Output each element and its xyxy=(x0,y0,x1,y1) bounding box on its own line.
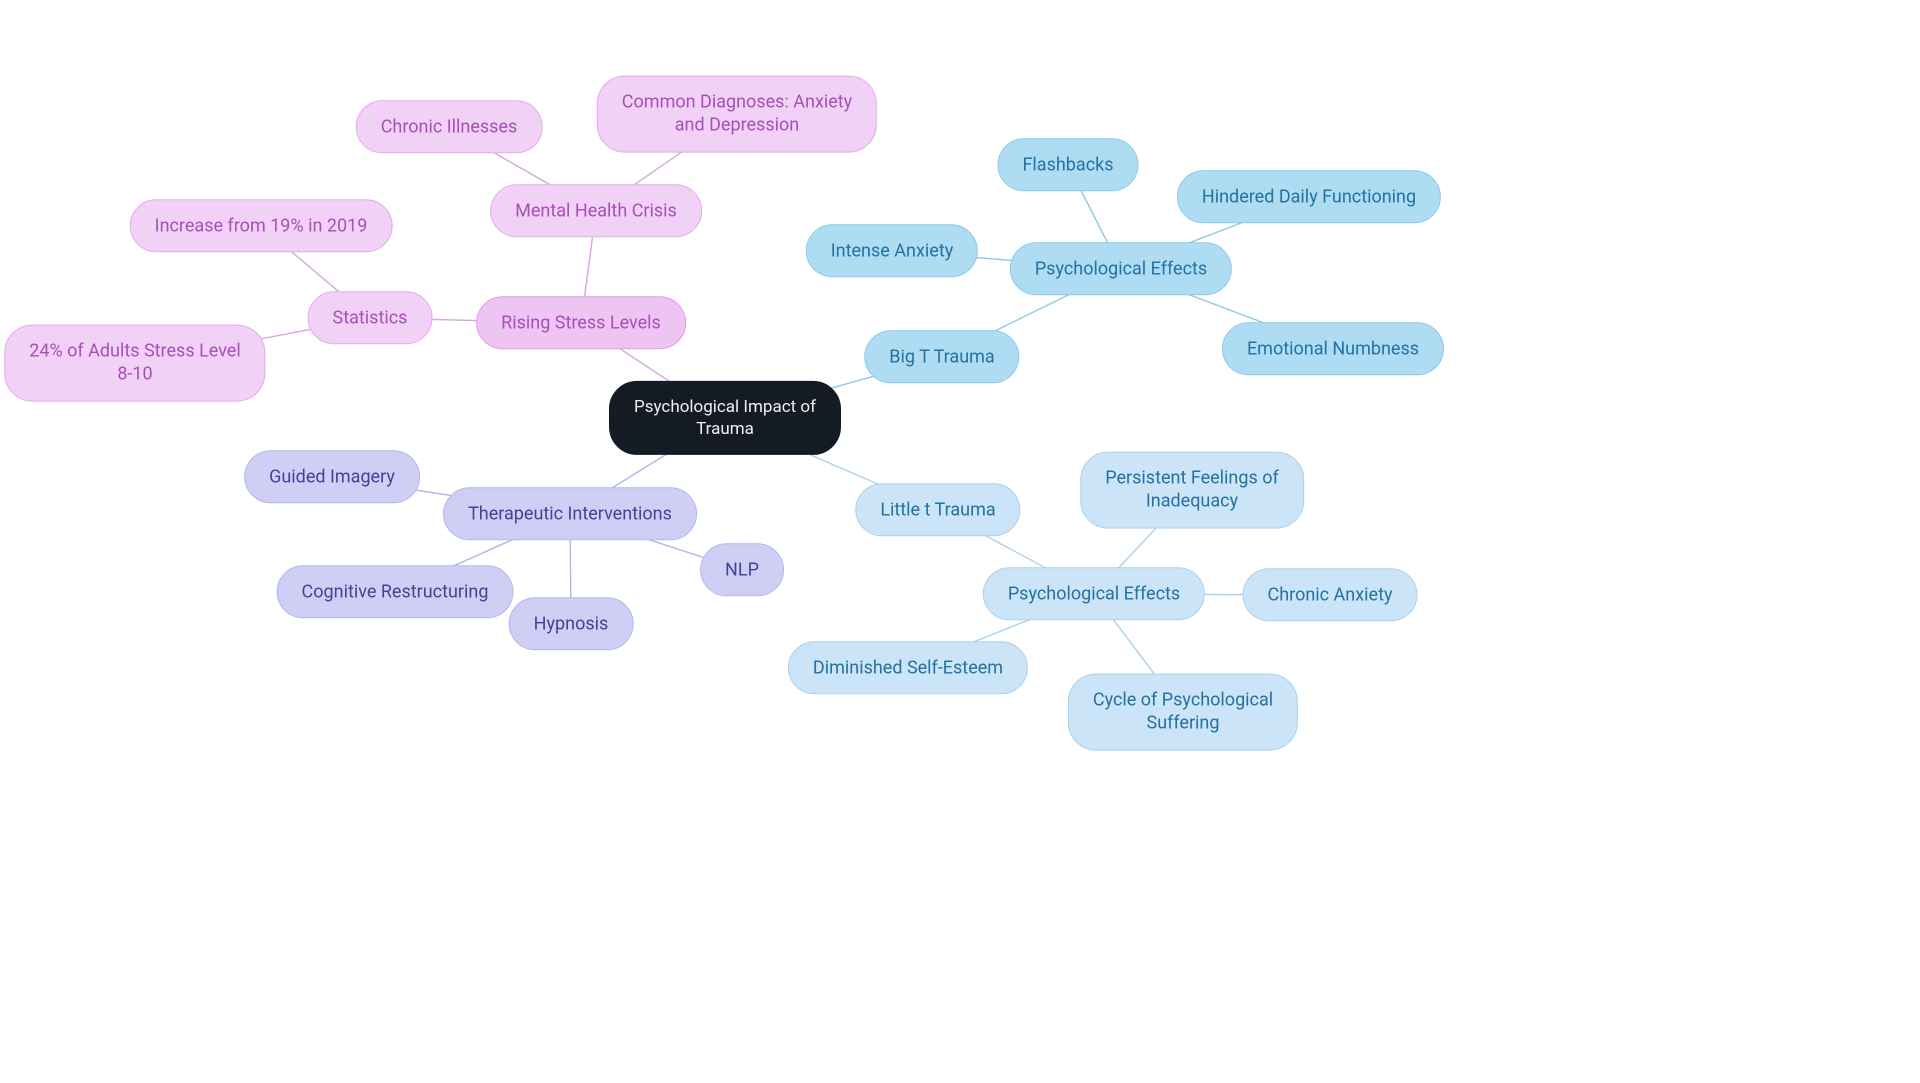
node-center[interactable]: Psychological Impact ofTrauma xyxy=(609,381,841,455)
node-big_t[interactable]: Big T Trauma xyxy=(864,330,1019,383)
node-persistent_inad[interactable]: Persistent Feelings ofInadequacy xyxy=(1080,452,1304,529)
node-label: Chronic Anxiety xyxy=(1268,583,1393,606)
node-label: 24% of Adults Stress Level8-10 xyxy=(29,340,240,387)
node-stress_8_10[interactable]: 24% of Adults Stress Level8-10 xyxy=(4,325,265,402)
node-cycle_suffering[interactable]: Cycle of PsychologicalSuffering xyxy=(1068,674,1298,751)
node-nlp[interactable]: NLP xyxy=(700,543,784,596)
node-label: Therapeutic Interventions xyxy=(468,502,672,525)
node-little_t[interactable]: Little t Trauma xyxy=(855,483,1020,536)
node-flashbacks[interactable]: Flashbacks xyxy=(997,138,1138,191)
node-emotional_numb[interactable]: Emotional Numbness xyxy=(1222,322,1444,375)
node-hindered_daily[interactable]: Hindered Daily Functioning xyxy=(1177,170,1441,223)
node-common_diag[interactable]: Common Diagnoses: Anxietyand Depression xyxy=(597,76,877,153)
node-label: NLP xyxy=(725,558,759,581)
node-label: Chronic Illnesses xyxy=(381,115,518,138)
node-label: Hindered Daily Functioning xyxy=(1202,185,1416,208)
node-label: Big T Trauma xyxy=(889,345,994,368)
node-label: Psychological Impact ofTrauma xyxy=(634,396,816,440)
node-label: Cognitive Restructuring xyxy=(302,580,489,603)
node-label: Mental Health Crisis xyxy=(515,199,677,222)
node-label: Statistics xyxy=(333,306,408,329)
node-therapeutic[interactable]: Therapeutic Interventions xyxy=(443,487,697,540)
node-label: Common Diagnoses: Anxietyand Depression xyxy=(622,91,852,138)
node-increase_2019[interactable]: Increase from 19% in 2019 xyxy=(130,199,393,252)
node-label: Flashbacks xyxy=(1022,153,1113,176)
node-rising_stress[interactable]: Rising Stress Levels xyxy=(476,296,686,349)
node-statistics[interactable]: Statistics xyxy=(308,291,433,344)
node-cognitive_restr[interactable]: Cognitive Restructuring xyxy=(277,565,514,618)
node-label: Hypnosis xyxy=(534,612,609,635)
node-hypnosis[interactable]: Hypnosis xyxy=(509,597,634,650)
node-label: Guided Imagery xyxy=(269,465,395,488)
node-mental_health[interactable]: Mental Health Crisis xyxy=(490,184,702,237)
node-intense_anxiety[interactable]: Intense Anxiety xyxy=(806,224,978,277)
node-psych_effects_big[interactable]: Psychological Effects xyxy=(1010,242,1232,295)
node-label: Emotional Numbness xyxy=(1247,337,1419,360)
node-label: Psychological Effects xyxy=(1008,582,1180,605)
node-psych_effects_lil[interactable]: Psychological Effects xyxy=(983,567,1205,620)
node-guided_imagery[interactable]: Guided Imagery xyxy=(244,450,420,503)
node-label: Rising Stress Levels xyxy=(501,311,661,334)
node-chronic_anxiety[interactable]: Chronic Anxiety xyxy=(1243,568,1418,621)
node-chronic_illnesses[interactable]: Chronic Illnesses xyxy=(356,100,543,153)
node-diminished_se[interactable]: Diminished Self-Esteem xyxy=(788,641,1028,694)
node-label: Increase from 19% in 2019 xyxy=(155,214,368,237)
node-label: Persistent Feelings ofInadequacy xyxy=(1105,467,1279,514)
node-label: Diminished Self-Esteem xyxy=(813,656,1003,679)
node-label: Psychological Effects xyxy=(1035,257,1207,280)
edges-layer xyxy=(0,0,1920,1083)
node-label: Little t Trauma xyxy=(880,498,995,521)
node-label: Intense Anxiety xyxy=(831,239,953,262)
node-label: Cycle of PsychologicalSuffering xyxy=(1093,689,1273,736)
